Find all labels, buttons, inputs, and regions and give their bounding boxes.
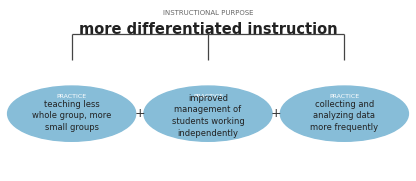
- Text: +: +: [271, 107, 282, 120]
- Text: teaching less
whole group, more
small groups: teaching less whole group, more small gr…: [32, 100, 111, 132]
- Text: more differentiated instruction: more differentiated instruction: [79, 22, 337, 37]
- Text: collecting and
analyzing data
more frequently: collecting and analyzing data more frequ…: [310, 100, 379, 132]
- Text: improved
management of
students working
independently: improved management of students working …: [172, 94, 244, 138]
- Text: INSTRUCTIONAL PURPOSE: INSTRUCTIONAL PURPOSE: [163, 10, 253, 16]
- Circle shape: [280, 86, 409, 141]
- Text: PRACTICE: PRACTICE: [329, 94, 359, 99]
- Text: +: +: [134, 107, 145, 120]
- Text: PRACTICE: PRACTICE: [193, 94, 223, 99]
- Text: PRACTICE: PRACTICE: [57, 94, 87, 99]
- Circle shape: [7, 86, 136, 141]
- Circle shape: [144, 86, 272, 141]
